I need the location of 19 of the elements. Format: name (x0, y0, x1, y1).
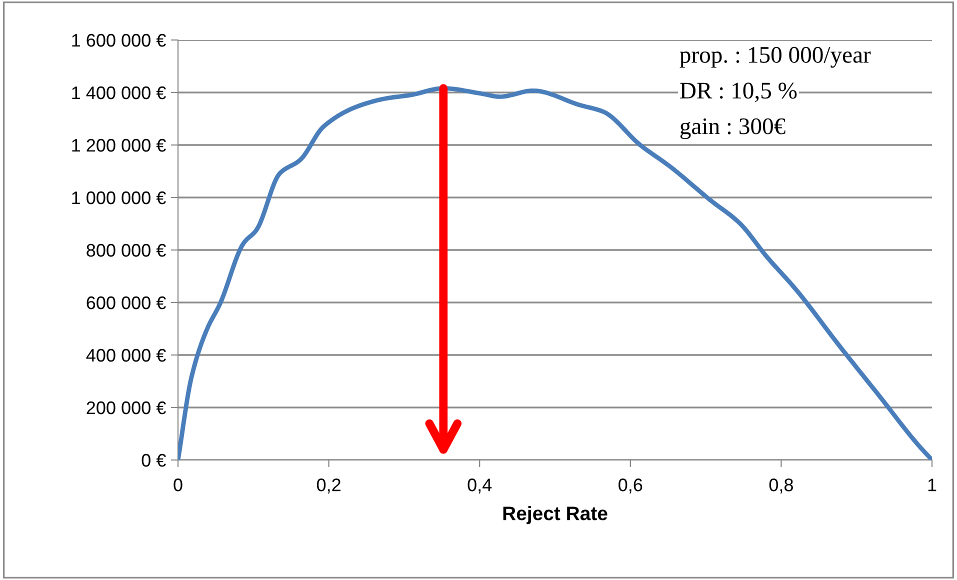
annotation: prop. : 150 000/year (680, 46, 871, 68)
annotation: DR : 10,5 % (680, 82, 797, 102)
y-tick-label: 400 000 € (86, 348, 166, 362)
y-tick-label: 1 000 000 € (72, 191, 166, 204)
x-axis-title: Reject Rate (503, 506, 608, 524)
annotation: gain : 300€ (680, 118, 786, 140)
y-tick-label: 600 000 € (86, 296, 166, 310)
y-tick-label: 200 000 € (86, 401, 166, 414)
x-tick-label: 1 (928, 478, 936, 492)
y-tick-label: 1 600 000 € (72, 34, 166, 47)
x-tick-label: 0,2 (316, 478, 340, 494)
y-tick-label: 0 € (142, 454, 166, 467)
y-tick-label: 1 200 000 € (72, 138, 166, 152)
x-tick-label: 0,6 (618, 478, 642, 494)
x-tick-label: 0,4 (468, 478, 492, 494)
y-tick-label: 1 400 000 € (72, 86, 166, 100)
x-tick-label: 0 (174, 478, 182, 492)
y-tick-label: 800 000 € (86, 244, 166, 257)
x-tick-label: 0,8 (769, 478, 793, 494)
